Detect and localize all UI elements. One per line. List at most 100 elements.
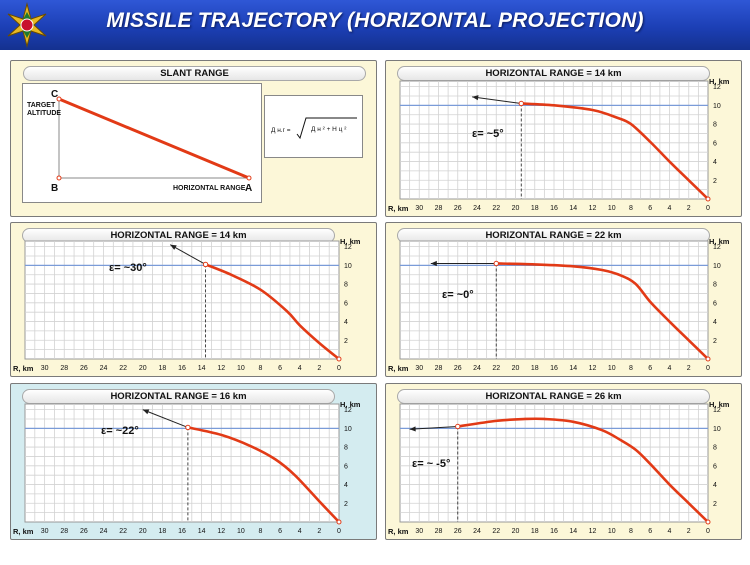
x-tick-label: 20 [139,528,147,535]
x-tick-label: 22 [119,528,127,535]
x-axis-label: R, km [13,364,34,373]
chart-svg: ε= ~22°30 28 26 24 22 20 18 16 14 12 10 8 6 4 2 0246810… [13,400,361,536]
horizontal-range-label: HORIZONTAL RANGE [173,185,246,192]
x-tick-label: 16 [178,365,186,372]
launch-point [705,356,711,362]
y-tick-label: 6 [344,463,348,470]
panel-title: SLANT RANGE [23,66,366,81]
trajectory-line [519,102,710,201]
y-tick-label: 10 [344,426,352,433]
x-tick-label: 18 [531,528,539,535]
trajectory-chart-5: ε= ~ -5° 30 28 26 24 22 20 18 16 14 12 10 8 6 4 2 0 2 4 6 8 1… [386,384,743,541]
trajectory-line [456,417,710,524]
header-bar: MISSILE TRAJECTORY (HORIZONTAL PROJECTIO… [0,0,750,50]
y-tick-label: 4 [713,482,717,489]
x-tick-label: 18 [531,365,539,372]
x-tick-label: 14 [198,365,206,372]
launch-point [705,196,711,202]
page-title: MISSILE TRAJECTORY (HORIZONTAL PROJECTIO… [106,9,644,32]
x-tick-label: 12 [217,365,225,372]
x-tick-label: 8 [629,365,633,372]
y-tick-label: 12 [713,244,721,251]
velocity-arrow [472,96,522,104]
launch-point [336,356,342,362]
intercept-point [518,100,524,107]
x-tick-label: 28 [60,528,68,535]
x-tick-label: 12 [589,205,597,212]
x-tick-label: 26 [454,365,462,372]
x-tick-label: 0 [337,365,341,372]
y-tick-label: 10 [713,103,721,110]
y-tick-label: 10 [344,263,352,270]
x-tick-label: 16 [550,205,558,212]
formula-rhs: Д н ² + H ц ² [311,126,347,133]
x-tick-label: 6 [278,365,282,372]
x-tick-label: 8 [259,528,263,535]
intercept-point [455,423,461,430]
y-tick-label: 4 [713,159,717,166]
x-tick-label: 10 [608,528,616,535]
x-tick-label: 6 [278,528,282,535]
x-tick-label: 24 [100,528,108,535]
y-tick-label: 12 [713,84,721,91]
x-tick-label: 2 [687,528,691,535]
x-tick-label: 12 [589,528,597,535]
y-axis-label: H, km [709,400,730,409]
x-tick-label: 30 [41,528,49,535]
x-tick-label: 12 [217,528,225,535]
x-tick-label: 4 [668,365,672,372]
x-tick-label: 24 [473,528,481,535]
x-tick-label: 30 [415,205,423,212]
y-tick-label: 12 [344,244,352,251]
x-tick-label: 30 [415,365,423,372]
trajectory-panel-1: HORIZONTAL RANGE = 14 km ε= ~5° 30 28 26 24 2… [385,60,742,217]
x-tick-label: 10 [237,365,245,372]
x-tick-label: 26 [454,205,462,212]
x-tick-label: 2 [317,365,321,372]
x-tick-label: 10 [608,365,616,372]
x-tick-label: 16 [178,528,186,535]
x-axis-label: R, km [388,527,409,536]
x-tick-label: 16 [550,528,558,535]
x-tick-label: 4 [668,205,672,212]
elevation-angle-label: ε= ~0° [442,289,474,301]
x-tick-label: 10 [608,205,616,212]
slant-range-line [58,97,250,180]
x-tick-label: 0 [706,365,710,372]
velocity-arrow [142,409,189,428]
y-tick-label: 2 [713,501,717,508]
x-axis-label: R, km [388,364,409,373]
y-tick-label: 8 [713,282,717,289]
x-tick-label: 26 [80,365,88,372]
x-axis-label: R, km [13,527,34,536]
chart-svg: ε= ~5°30 28 26 24 22 20 18 16 14 12 10 8 6 4 2 02468101… [388,77,730,213]
trajectory-chart-3: ε= ~0° 30 28 26 24 22 20 18 16 14 12 10 8 6 4 2 0 2 4 6 8 10 1… [386,223,743,378]
arrowhead-icon [142,409,150,415]
x-tick-label: 30 [41,365,49,372]
x-tick-label: 14 [569,205,577,212]
x-tick-label: 8 [259,365,263,372]
launch-point [705,519,711,525]
x-tick-label: 24 [100,365,108,372]
x-tick-label: 20 [139,365,147,372]
y-tick-label: 2 [713,178,717,185]
arrowhead-icon [472,95,479,101]
chart-svg: ε= ~30°30 28 26 24 22 20 18 16 14 12 10 8 6 4 2 0246810… [13,237,361,373]
x-tick-label: 28 [60,365,68,372]
x-tick-label: 8 [629,528,633,535]
x-tick-label: 2 [687,365,691,372]
arrowhead-icon [409,426,416,432]
y-axis-label: H, km [709,237,730,246]
y-tick-label: 8 [344,445,348,452]
x-tick-label: 8 [629,205,633,212]
x-tick-label: 28 [435,528,443,535]
launch-point [336,519,342,525]
x-tick-label: 20 [512,205,520,212]
x-tick-label: 2 [317,528,321,535]
y-tick-label: 6 [344,300,348,307]
x-tick-label: 6 [648,365,652,372]
elevation-angle-label: ε= ~30° [109,262,147,274]
x-tick-label: 14 [569,528,577,535]
x-tick-label: 26 [80,528,88,535]
x-tick-label: 22 [119,365,127,372]
